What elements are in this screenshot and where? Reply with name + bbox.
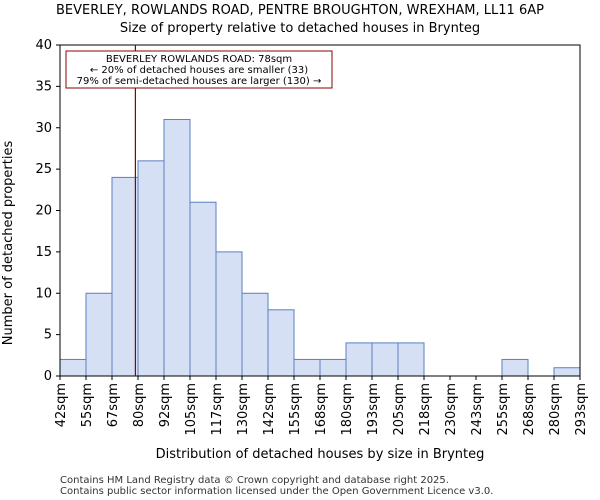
x-axis-label: Distribution of detached houses by size … <box>156 447 485 462</box>
plot-frame <box>59 44 581 377</box>
bar-42sqm <box>59 358 87 377</box>
bar-205sqm <box>397 342 425 377</box>
y-tick-label: 10 <box>35 286 52 301</box>
x-tick-label: 67sqm <box>106 383 121 427</box>
bar-105sqm <box>189 201 217 377</box>
x-tick-label: 280sqm <box>548 383 563 436</box>
x-tick-label: 180sqm <box>340 383 355 436</box>
bar-280sqm <box>553 367 581 377</box>
x-tick-label: 230sqm <box>444 383 459 436</box>
x-tick-label: 243sqm <box>470 383 485 436</box>
x-tick-label: 205sqm <box>392 383 407 436</box>
bars-group <box>59 118 581 377</box>
x-tick-label: 80sqm <box>132 383 147 427</box>
bar-92sqm <box>163 118 191 377</box>
chart-subtitle: Size of property relative to detached ho… <box>120 21 480 36</box>
y-tick-label: 15 <box>35 245 52 260</box>
footer-line-2: Contains public sector information licen… <box>60 486 493 497</box>
x-tick-label: 130sqm <box>236 383 251 436</box>
bar-67sqm <box>111 176 139 377</box>
bar-142sqm <box>267 309 295 377</box>
x-tick-label: 92sqm <box>158 383 173 427</box>
y-tick-label: 40 <box>35 38 52 53</box>
y-axis-label: Number of detached properties <box>1 141 16 346</box>
x-tick-label: 105sqm <box>184 383 199 436</box>
annotation-line-3: 79% of semi-detached houses are larger (… <box>77 76 322 87</box>
x-tick-label: 268sqm <box>522 383 537 436</box>
bar-130sqm <box>241 292 269 377</box>
annotation-box <box>65 50 333 89</box>
y-tick-label: 0 <box>44 369 52 384</box>
x-tick-label: 42sqm <box>54 383 69 427</box>
bar-155sqm <box>293 358 321 377</box>
bar-55sqm <box>85 292 113 377</box>
bar-80sqm <box>137 160 165 377</box>
bar-168sqm <box>319 358 347 377</box>
annotation-line-2: ← 20% of detached houses are smaller (33… <box>90 65 308 76</box>
footer-line-1: Contains HM Land Registry data © Crown c… <box>60 475 449 486</box>
x-axis-ticks: 42sqm 55sqm 67sqm 80sqm 92sqm 105sqm 117sqm 130… <box>54 376 589 436</box>
y-tick-label: 20 <box>35 204 52 219</box>
x-tick-label: 142sqm <box>262 383 277 436</box>
x-tick-label: 218sqm <box>418 383 433 436</box>
bar-180sqm <box>345 342 373 377</box>
bar-117sqm <box>215 251 243 377</box>
y-tick-label: 35 <box>35 79 52 94</box>
x-tick-label: 193sqm <box>366 383 381 436</box>
y-tick-label: 25 <box>35 162 52 177</box>
x-tick-label: 255sqm <box>496 383 511 436</box>
bar-255sqm <box>501 358 529 377</box>
chart-title: BEVERLEY, ROWLANDS ROAD, PENTRE BROUGHTO… <box>56 3 544 18</box>
y-axis-ticks: 0 5 10 15 20 25 30 35 40 <box>35 38 60 384</box>
bar-193sqm <box>371 342 399 377</box>
x-tick-label: 117sqm <box>210 383 225 436</box>
y-tick-label: 30 <box>35 121 52 136</box>
x-tick-label: 168sqm <box>314 383 329 436</box>
annotation-line-1: BEVERLEY ROWLANDS ROAD: 78sqm <box>106 54 292 65</box>
x-tick-label: 155sqm <box>288 383 303 436</box>
y-tick-label: 5 <box>44 328 52 343</box>
x-tick-label: 55sqm <box>80 383 95 427</box>
x-tick-label: 293sqm <box>574 383 589 436</box>
